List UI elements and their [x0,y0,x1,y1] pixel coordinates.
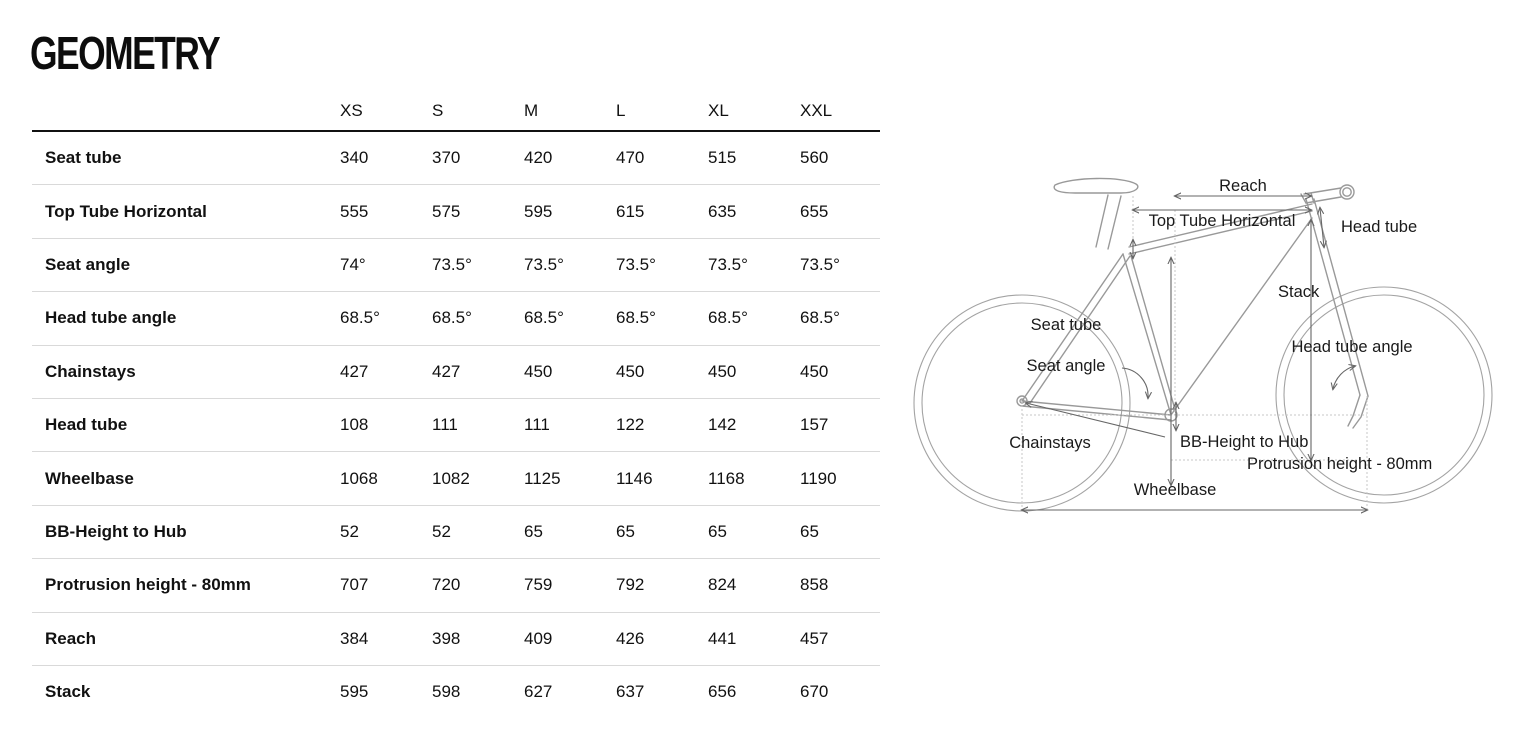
svg-text:Head tube angle: Head tube angle [1291,338,1412,356]
svg-text:Chainstays: Chainstays [1009,434,1091,452]
svg-text:Seat angle: Seat angle [1027,357,1106,375]
svg-text:Stack: Stack [1278,283,1320,301]
svg-text:Protrusion height - 80mm: Protrusion height - 80mm [1247,455,1432,473]
svg-text:Head tube: Head tube [1341,218,1417,236]
svg-text:BB-Height to Hub: BB-Height to Hub [1180,433,1308,451]
svg-text:Seat tube: Seat tube [1031,316,1102,334]
svg-text:Wheelbase: Wheelbase [1134,481,1217,499]
svg-text:Top Tube Horizontal: Top Tube Horizontal [1149,212,1296,230]
svg-text:Reach: Reach [1219,177,1267,195]
